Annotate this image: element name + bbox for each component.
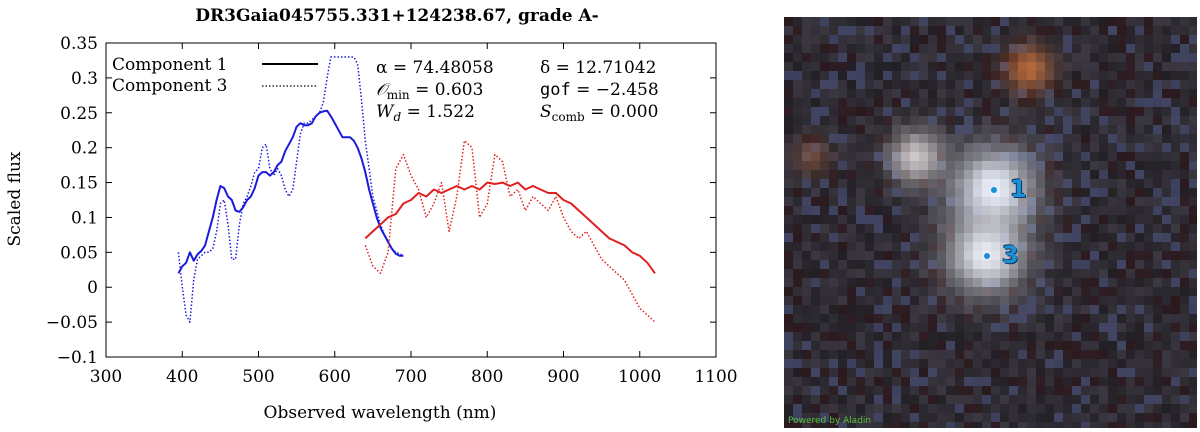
annotation-wd-symbol: W bbox=[376, 102, 395, 122]
series-component-1-rp bbox=[364, 181, 656, 274]
x-tick-label: 1000 bbox=[618, 367, 661, 387]
y-tick-label: 0.25 bbox=[60, 104, 98, 124]
source-marker-3 bbox=[984, 253, 990, 259]
source-label-1: 1 bbox=[1010, 175, 1027, 203]
source-label-3: 3 bbox=[1002, 241, 1019, 269]
y-tick-label: 0.3 bbox=[71, 69, 98, 89]
annotation-scomb-symbol: S bbox=[540, 102, 552, 122]
annotation-gof: gof = −2.458 bbox=[540, 80, 659, 100]
source-marker-1 bbox=[991, 187, 997, 193]
x-tick-label: 700 bbox=[395, 367, 427, 387]
annotation-scomb-value: = 0.000 bbox=[585, 102, 659, 122]
y-tick-label: 0.05 bbox=[60, 243, 98, 263]
aladin-credit: Powered by Aladin bbox=[788, 416, 872, 426]
series-component-3-rp bbox=[364, 139, 656, 323]
x-tick-label: 400 bbox=[166, 367, 198, 387]
annotation-gof-key: gof bbox=[540, 80, 571, 100]
y-tick-label: −0.05 bbox=[46, 313, 98, 333]
annotation-scomb-subscript: comb bbox=[552, 110, 585, 124]
series-component-1-bp bbox=[177, 109, 404, 274]
series-component-3-bp bbox=[177, 56, 404, 323]
annotation-omin-subscript: min bbox=[387, 88, 410, 102]
x-tick-label: 500 bbox=[242, 367, 274, 387]
x-tick-label: 900 bbox=[547, 367, 579, 387]
y-tick-label: 0.35 bbox=[60, 34, 98, 54]
series-layer bbox=[177, 56, 656, 323]
y-tick-label: −0.1 bbox=[57, 348, 98, 368]
sky-cutout-image: 1 3 Powered by Aladin bbox=[784, 17, 1197, 428]
y-tick-label: 0.2 bbox=[71, 139, 98, 159]
legend: Component 1 Component 3 bbox=[112, 55, 318, 96]
x-axis-label: Observed wavelength (nm) bbox=[264, 403, 497, 423]
y-axis-label: Scaled flux bbox=[5, 151, 25, 246]
sky-cutout-pixels bbox=[784, 17, 1197, 428]
spectrum-chart: DR3Gaia045755.331+124238.67, grade A- 30… bbox=[5, 6, 738, 423]
annotation-wd-value: = 1.522 bbox=[401, 102, 475, 122]
annotation-delta: δ = 12.71042 bbox=[540, 58, 656, 78]
annotation-omin: 𝒪min = 0.603 bbox=[376, 80, 483, 102]
plot-frame bbox=[105, 42, 717, 358]
legend-label-component-3: Component 3 bbox=[112, 76, 228, 96]
annotation-gof-value: = −2.458 bbox=[571, 80, 659, 100]
y-tick-label: 0.1 bbox=[71, 208, 98, 228]
annotation-omin-value: = 0.603 bbox=[410, 80, 484, 100]
y-tick-label: 0 bbox=[87, 278, 98, 298]
axes: 300 400 500 600 700 800 900 1000 1100 −0.1 −0.05 0 0… bbox=[46, 34, 738, 387]
x-tick-label: 300 bbox=[90, 367, 122, 387]
x-tick-label: 600 bbox=[319, 367, 351, 387]
annotation-scomb: Scomb = 0.000 bbox=[540, 102, 658, 124]
legend-label-component-1: Component 1 bbox=[112, 55, 228, 75]
annotation-alpha: α = 74.48058 bbox=[376, 58, 494, 78]
x-tick-label: 1100 bbox=[694, 367, 737, 387]
y-tick-label: 0.15 bbox=[60, 174, 98, 194]
x-tick-label: 800 bbox=[471, 367, 503, 387]
annotation-wd: Wd = 1.522 bbox=[376, 102, 475, 124]
annotation-wd-subscript: d bbox=[393, 110, 401, 124]
annotations: α = 74.48058 δ = 12.71042 𝒪min = 0.603 g… bbox=[376, 58, 659, 124]
chart-title: DR3Gaia045755.331+124238.67, grade A- bbox=[195, 6, 598, 26]
